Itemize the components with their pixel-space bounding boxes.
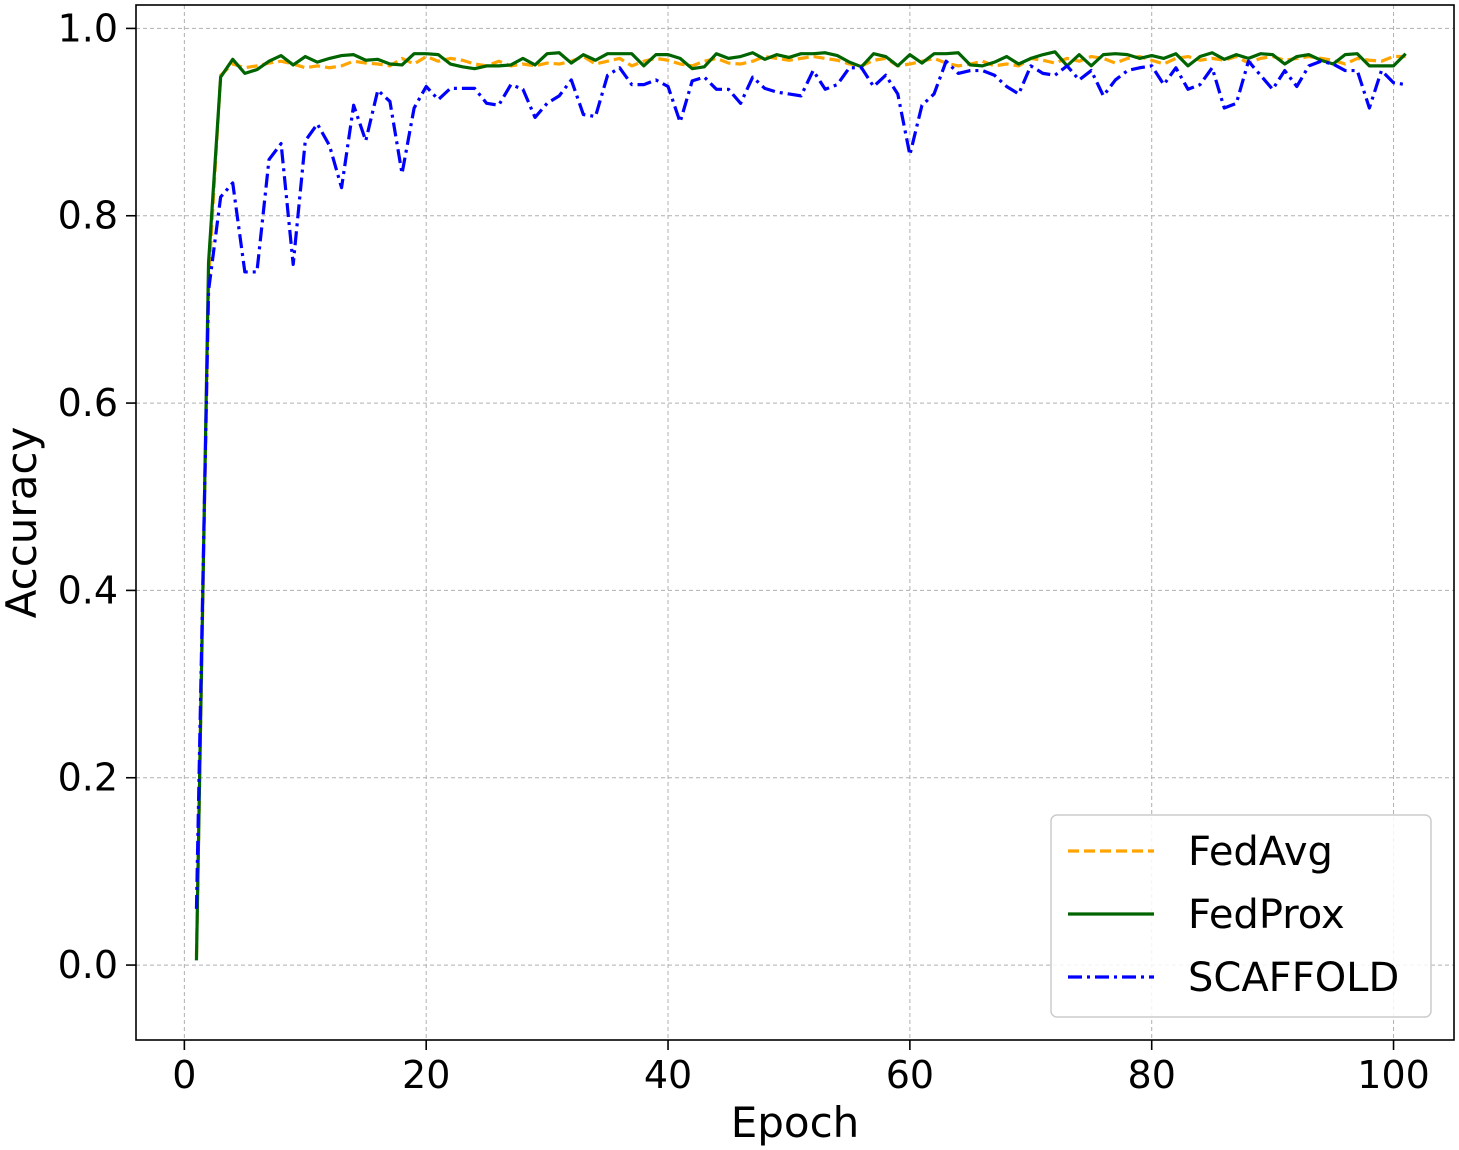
x-tick-label: 40 [644,1053,692,1097]
series-line-fedavg [194,54,1406,956]
legend-label-fedavg: FedAvg [1188,829,1333,875]
x-tick-label: 0 [172,1053,196,1097]
legend-label-fedprox: FedProx [1188,892,1345,938]
x-tick-label: 100 [1357,1053,1430,1097]
y-tick-label: 0.0 [58,943,118,987]
legend-box [1050,814,1432,1018]
x-tick-label: 80 [1128,1053,1176,1097]
ticks-layer: 0 20 40 60 80 100 0.0 0.2 0.4 0.6 0.8 1.0 [58,6,1430,1097]
y-tick-label: 0.8 [58,194,118,238]
y-tick-label: 1.0 [58,6,118,50]
y-tick-label: 0.6 [58,381,118,425]
y-axis-label: Accuracy [0,427,46,619]
y-tick-label: 0.2 [58,756,118,800]
series-line-scaffold [194,59,1406,909]
legend-label-scaffold: SCAFFOLD [1188,955,1399,1001]
y-tick-label: 0.4 [58,568,118,612]
x-axis-label: Epoch [731,1098,860,1147]
x-tick-label: 20 [402,1053,450,1097]
series-layer [194,50,1407,961]
plot-frame [135,4,1455,1041]
legend: FedAvg FedProx SCAFFOLD [1050,814,1432,1018]
series-line-fedprox [194,50,1407,961]
x-tick-label: 60 [886,1053,934,1097]
